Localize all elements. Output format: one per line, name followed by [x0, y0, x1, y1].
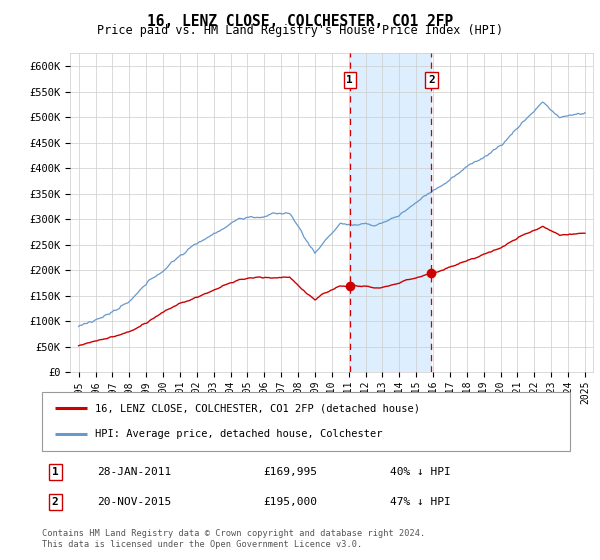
- Text: 16, LENZ CLOSE, COLCHESTER, CO1 2FP: 16, LENZ CLOSE, COLCHESTER, CO1 2FP: [147, 14, 453, 29]
- Text: 20-NOV-2015: 20-NOV-2015: [97, 497, 172, 507]
- Text: 1: 1: [52, 467, 59, 477]
- FancyBboxPatch shape: [42, 392, 570, 451]
- Text: Price paid vs. HM Land Registry's House Price Index (HPI): Price paid vs. HM Land Registry's House …: [97, 24, 503, 36]
- Text: £169,995: £169,995: [264, 467, 318, 477]
- Text: 28-JAN-2011: 28-JAN-2011: [97, 467, 172, 477]
- Text: £195,000: £195,000: [264, 497, 318, 507]
- Text: 2: 2: [52, 497, 59, 507]
- Text: HPI: Average price, detached house, Colchester: HPI: Average price, detached house, Colc…: [95, 430, 382, 440]
- Text: 40% ↓ HPI: 40% ↓ HPI: [391, 467, 451, 477]
- Text: 2: 2: [428, 75, 435, 85]
- Text: Contains HM Land Registry data © Crown copyright and database right 2024.
This d: Contains HM Land Registry data © Crown c…: [42, 529, 425, 549]
- Text: 1: 1: [346, 75, 353, 85]
- Bar: [350, 53, 431, 372]
- Text: 16, LENZ CLOSE, COLCHESTER, CO1 2FP (detached house): 16, LENZ CLOSE, COLCHESTER, CO1 2FP (det…: [95, 403, 420, 413]
- Text: 47% ↓ HPI: 47% ↓ HPI: [391, 497, 451, 507]
